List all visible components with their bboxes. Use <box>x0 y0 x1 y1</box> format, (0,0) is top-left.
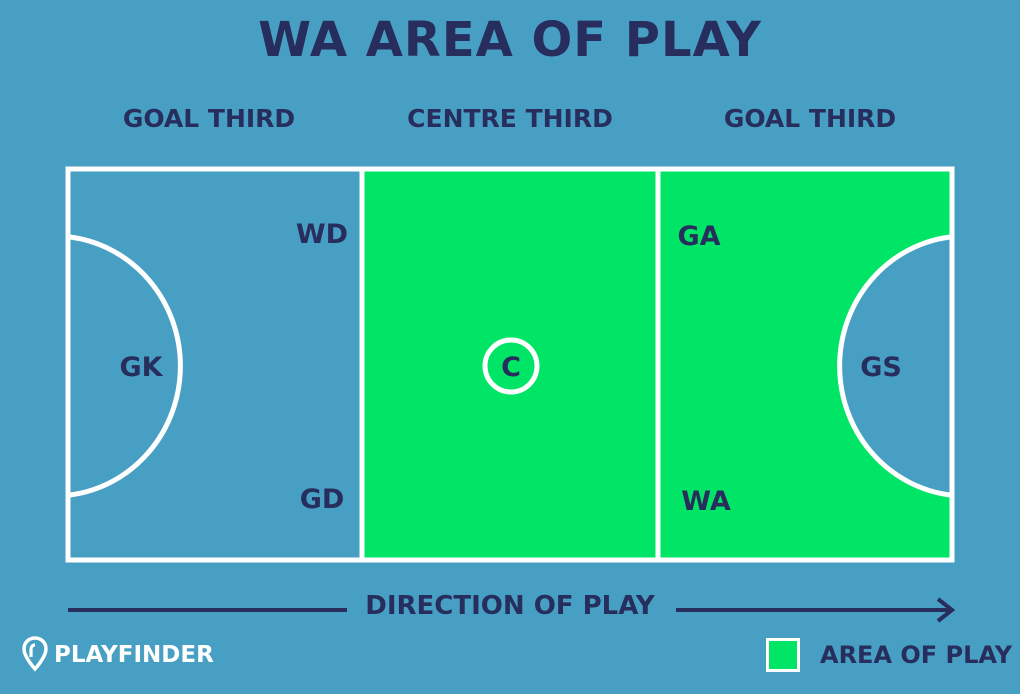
position-gs: GS <box>860 352 902 383</box>
position-wd: WD <box>296 219 348 250</box>
position-gd: GD <box>300 484 345 515</box>
right-goal-circle-fill <box>838 237 952 495</box>
court-outline <box>65 166 955 563</box>
legend-label: AREA OF PLAY <box>820 641 1013 669</box>
legend-swatch <box>766 638 800 672</box>
brand-logo-text: PLAYFINDER <box>54 642 214 668</box>
position-wa: WA <box>681 486 731 517</box>
right-goal-third-label: GOAL THIRD <box>723 104 897 133</box>
page-title: WA AREA OF PLAY <box>258 12 762 68</box>
left-goal-third-label: GOAL THIRD <box>122 104 296 133</box>
direction-arrowhead-icon <box>936 597 956 623</box>
centre-third-label: CENTRE THIRD <box>407 104 613 133</box>
right-goal-circle <box>837 234 951 498</box>
left-goal-circle <box>69 234 183 498</box>
position-ga: GA <box>677 221 720 252</box>
direction-of-play-label: DIRECTION OF PLAY <box>365 591 655 621</box>
position-gk: GK <box>119 352 163 383</box>
position-c: C <box>501 352 521 383</box>
centre-circle <box>482 337 540 395</box>
playfinder-pin-icon <box>22 636 48 672</box>
